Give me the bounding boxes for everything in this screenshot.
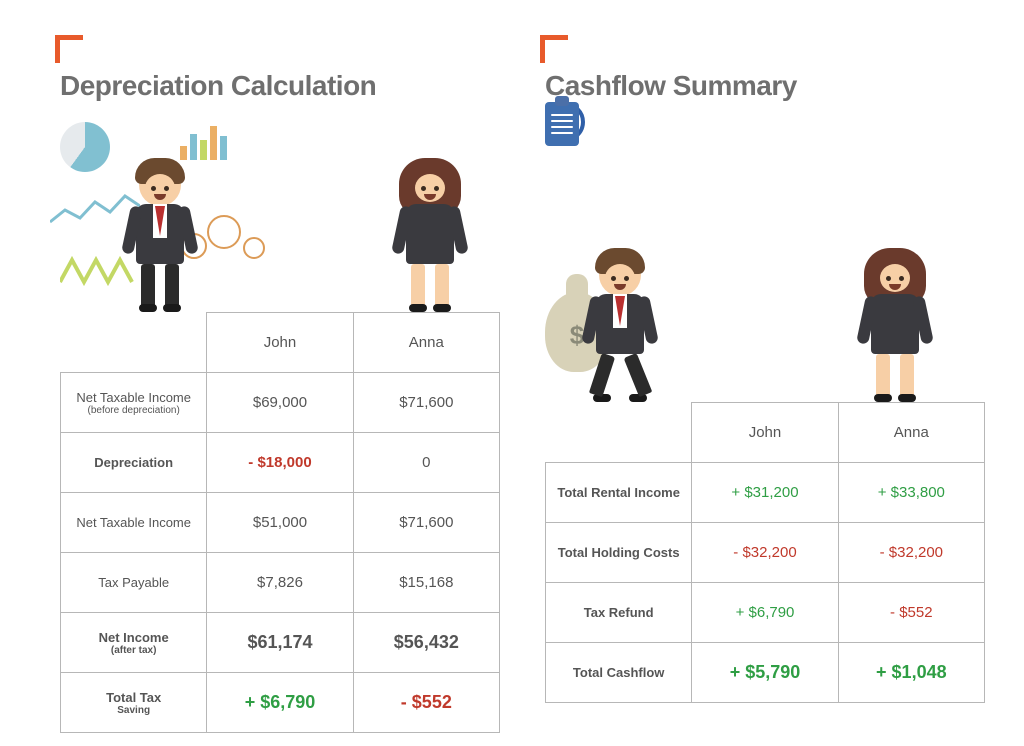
- john-running-avatar-icon: [580, 254, 660, 402]
- row-label: Total Cashflow: [546, 643, 692, 703]
- table-row: Total Rental Income+ $31,200+ $33,800: [546, 463, 985, 523]
- anna-clipboard-avatar-icon: [855, 254, 935, 402]
- row-label: Total Rental Income: [546, 463, 692, 523]
- depreciation-title: Depreciation Calculation: [60, 70, 500, 102]
- cashflow-illustration: $: [545, 102, 985, 402]
- column-header: Anna: [838, 403, 984, 463]
- row-label: Total Holding Costs: [546, 523, 692, 583]
- table-row: Total TaxSaving+ $6,790- $552: [61, 673, 500, 733]
- column-header: John: [692, 403, 838, 463]
- value-cell: + $6,790: [207, 673, 353, 733]
- cashflow-panel: Cashflow Summary $: [545, 40, 985, 703]
- value-cell: + $6,790: [692, 583, 838, 643]
- row-label: Tax Refund: [546, 583, 692, 643]
- value-cell: $61,174: [207, 613, 353, 673]
- cashflow-title: Cashflow Summary: [545, 70, 985, 102]
- table-row: Total Cashflow+ $5,790+ $1,048: [546, 643, 985, 703]
- row-label: Tax Payable: [61, 553, 207, 613]
- value-cell: - $18,000: [207, 433, 353, 493]
- value-cell: $51,000: [207, 493, 353, 553]
- corner-accent-icon: [540, 35, 568, 63]
- value-cell: $71,600: [353, 493, 499, 553]
- value-cell: - $552: [838, 583, 984, 643]
- column-header: Anna: [353, 313, 499, 373]
- row-label: Net Income(after tax): [61, 613, 207, 673]
- row-label: Depreciation: [61, 433, 207, 493]
- row-label: Net Taxable Income(before depreciation): [61, 373, 207, 433]
- value-cell: + $5,790: [692, 643, 838, 703]
- table-row: Total Holding Costs- $32,200- $32,200: [546, 523, 985, 583]
- cashflow-table: JohnAnnaTotal Rental Income+ $31,200+ $3…: [545, 402, 985, 703]
- value-cell: - $552: [353, 673, 499, 733]
- depreciation-illustration: [60, 102, 500, 312]
- column-header: John: [207, 313, 353, 373]
- row-label: Total TaxSaving: [61, 673, 207, 733]
- value-cell: - $32,200: [692, 523, 838, 583]
- table-row: Net Taxable Income$51,000$71,600: [61, 493, 500, 553]
- row-label: Net Taxable Income: [61, 493, 207, 553]
- depreciation-panel: Depreciation Calculation: [60, 40, 500, 733]
- value-cell: 0: [353, 433, 499, 493]
- depreciation-table: JohnAnnaNet Taxable Income(before deprec…: [60, 312, 500, 733]
- table-row: Net Taxable Income(before depreciation)$…: [61, 373, 500, 433]
- anna-avatar-icon: [390, 164, 470, 312]
- value-cell: $56,432: [353, 613, 499, 673]
- john-avatar-icon: [120, 164, 200, 312]
- value-cell: + $1,048: [838, 643, 984, 703]
- bar-chart-icon: [180, 120, 227, 160]
- value-cell: + $33,800: [838, 463, 984, 523]
- pie-chart-icon: [60, 122, 110, 172]
- value-cell: $71,600: [353, 373, 499, 433]
- table-row: Net Income(after tax)$61,174$56,432: [61, 613, 500, 673]
- value-cell: + $31,200: [692, 463, 838, 523]
- clipboard-icon: [545, 102, 579, 146]
- value-cell: $7,826: [207, 553, 353, 613]
- corner-accent-icon: [55, 35, 83, 63]
- table-row: Depreciation- $18,0000: [61, 433, 500, 493]
- value-cell: $69,000: [207, 373, 353, 433]
- value-cell: - $32,200: [838, 523, 984, 583]
- table-row: Tax Payable$7,826$15,168: [61, 553, 500, 613]
- value-cell: $15,168: [353, 553, 499, 613]
- table-row: Tax Refund+ $6,790- $552: [546, 583, 985, 643]
